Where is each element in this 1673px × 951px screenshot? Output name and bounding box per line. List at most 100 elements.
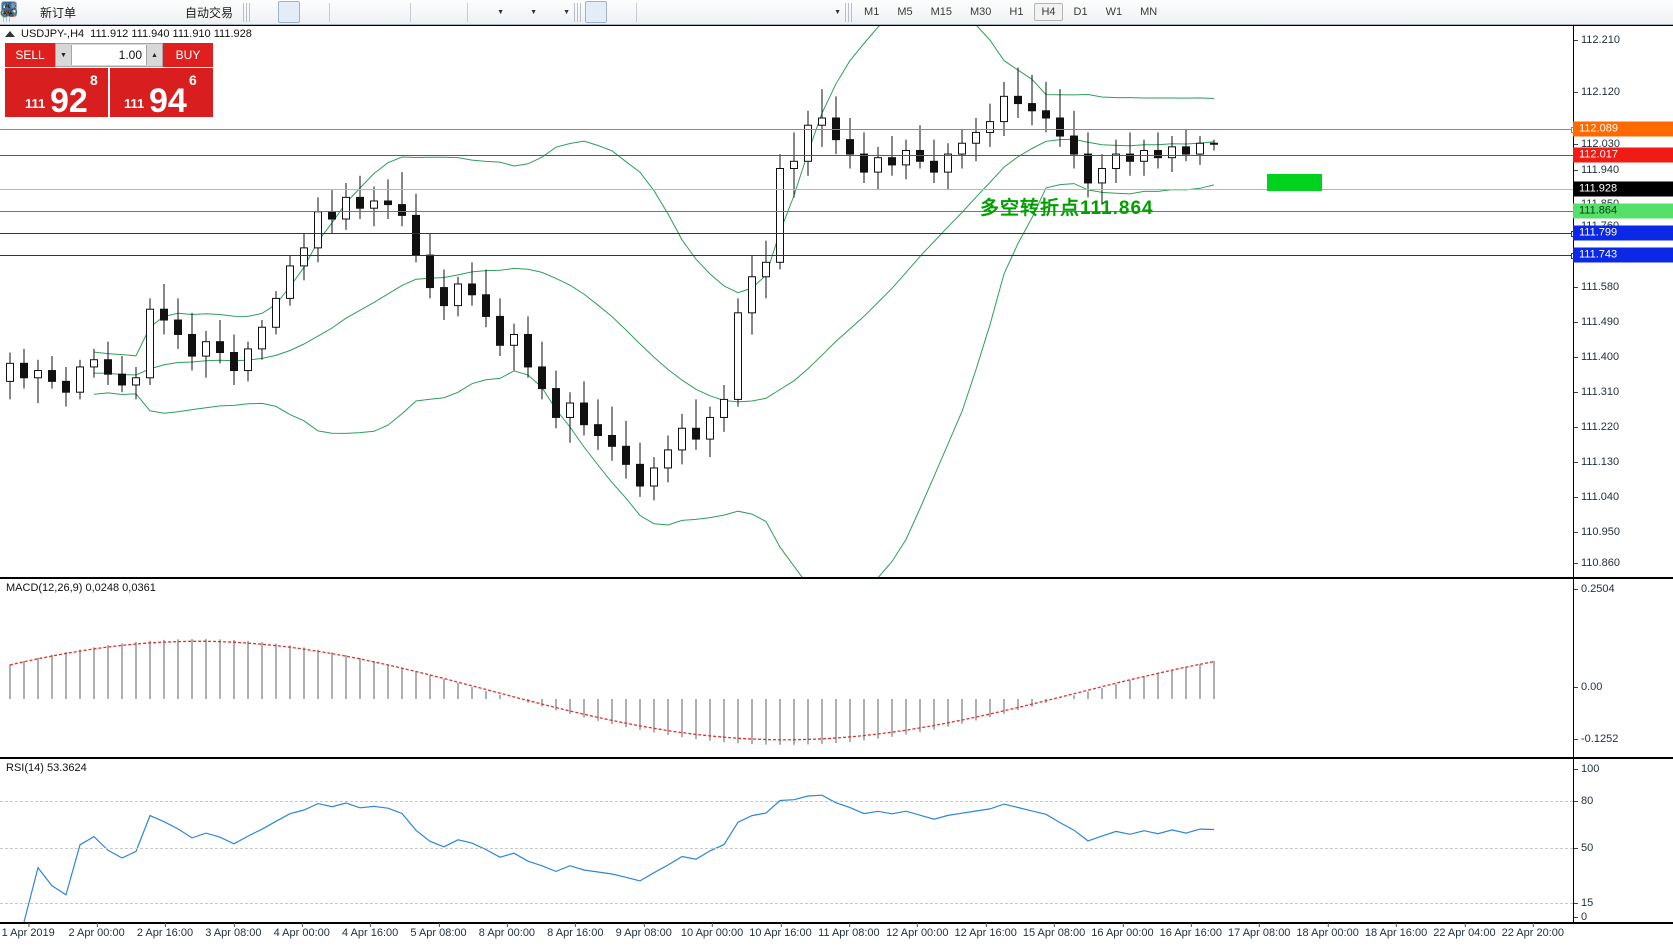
timeframe-m1[interactable]: M1 <box>864 6 880 18</box>
timeframe-h1[interactable]: H1 <box>1009 6 1024 18</box>
time-axis[interactable]: 1 Apr 2019 2 Apr 00:00 2 Apr 16:00 3 Apr 08… <box>0 923 1673 951</box>
x-tick: 22 Apr 20:00 <box>1501 923 1564 939</box>
indicators-dropdown-caret-icon[interactable]: ▼ <box>497 8 504 16</box>
x-tick: 18 Apr 00:00 <box>1296 923 1359 939</box>
resistance-line[interactable] <box>0 155 1573 156</box>
one-click-trading-panel[interactable]: SELL ▼ 1.00 ▲ BUY 111 92 8 111 94 6 <box>5 43 213 120</box>
price-pane[interactable]: 多空转折点111.864 112.210 112.120 112.030 111… <box>0 26 1673 578</box>
y-tick: -0.1252 <box>1574 733 1618 745</box>
caret-down-icon[interactable]: ▼ <box>60 51 67 59</box>
volume-input[interactable]: 1.00 <box>71 45 147 65</box>
price-plot-area[interactable]: 多空转折点111.864 <box>0 26 1573 577</box>
sell-price-prefix: 111 <box>25 96 46 111</box>
symbol-label: USDJPY-,H4 <box>21 28 85 40</box>
rsi-pane[interactable]: RSI(14) 53.3624 100 80 50 15 0 <box>0 758 1673 923</box>
candlestick-chart-icon[interactable] <box>3 1 301 23</box>
take-profit-price-label[interactable]: 112.089 <box>1573 121 1673 137</box>
timeframe-w1[interactable]: W1 <box>1105 6 1123 18</box>
templates-dropdown-caret-icon[interactable]: ▼ <box>563 8 570 16</box>
toolbar-grip-3[interactable] <box>574 2 582 22</box>
timeframe-m5[interactable]: M5 <box>897 6 913 18</box>
equidistant-channel-icon[interactable]: E <box>2 1 736 23</box>
autotrading-label: 自动交易 <box>185 5 234 20</box>
signals-icon[interactable] <box>2 1 157 23</box>
fibonacci-icon[interactable]: F <box>3 1 760 23</box>
rsi-y-axis[interactable]: 100 80 50 15 0 <box>1573 759 1673 923</box>
volume-stepper[interactable]: ▼ 1.00 ▲ <box>55 43 163 67</box>
objects-icon[interactable] <box>4 1 832 23</box>
timeframe-m15[interactable]: M15 <box>930 6 952 18</box>
toolbar-grip-4[interactable] <box>845 2 853 22</box>
stop-loss-line[interactable] <box>0 231 1573 237</box>
timeframe-d1[interactable]: D1 <box>1073 6 1088 18</box>
price-y-axis[interactable]: 112.210 112.120 112.030 111.940 111.850 … <box>1573 26 1673 577</box>
rsi-title: RSI(14) 53.3624 <box>6 762 87 774</box>
rsi-level-80 <box>0 801 1573 802</box>
objects-dropdown-caret-icon[interactable]: ▼ <box>834 8 841 16</box>
macd-y-axis[interactable]: 0.2504 0.00 -0.1252 <box>1573 579 1673 757</box>
x-tick: 5 Apr 08:00 <box>410 923 467 939</box>
entry-price-label[interactable]: 111.743 <box>1573 247 1673 263</box>
x-tick: 10 Apr 00:00 <box>680 923 744 939</box>
auto-scroll-icon[interactable] <box>2 1 438 23</box>
timeframe-m30[interactable]: M30 <box>970 6 992 18</box>
x-tick: 18 Apr 16:00 <box>1364 923 1428 939</box>
take-profit-line[interactable] <box>0 127 1573 133</box>
autotrading-icon[interactable] <box>1 1 181 23</box>
resistance-price-label[interactable]: 112.017 <box>1573 147 1673 163</box>
macd-pane[interactable]: MACD(12,26,9) 0,0248 0,0361 0.2504 0.00 … <box>0 578 1673 758</box>
crosshair-icon[interactable] <box>2 1 631 23</box>
buy-price-small: 6 <box>189 72 197 88</box>
sell-button[interactable]: SELL <box>5 43 55 67</box>
period-dropdown-caret-icon[interactable]: ▼ <box>530 8 537 16</box>
templates-icon[interactable] <box>1 1 561 23</box>
rsi-level-50 <box>0 848 1573 849</box>
minimize-icon[interactable] <box>3 1 1668 23</box>
y-tick: 0.00 <box>1574 681 1602 693</box>
x-tick: 1 Apr 2019 <box>1 923 55 939</box>
tile-windows-icon[interactable] <box>1 1 405 23</box>
timeframe-h4[interactable]: H4 <box>1034 3 1063 21</box>
period-icon[interactable] <box>1 1 528 23</box>
chart-window: 多空转折点111.864 112.210 112.120 112.030 111… <box>0 25 1673 951</box>
y-tick: 111.580 <box>1574 281 1619 293</box>
pivot-line[interactable] <box>0 211 1573 212</box>
pivot-annotation: 多空转折点111.864 <box>980 198 1154 219</box>
triangle-up-icon[interactable] <box>5 31 15 37</box>
entry-line[interactable] <box>0 253 1573 259</box>
macd-plot-area[interactable] <box>0 579 1573 757</box>
rsi-level-15 <box>0 903 1573 904</box>
sell-price-small: 8 <box>90 72 98 88</box>
rsi-plot-area[interactable] <box>0 759 1573 922</box>
caret-up-icon[interactable]: ▲ <box>151 51 158 59</box>
indicators-icon[interactable] <box>2 1 495 23</box>
text-label-icon[interactable]: A <box>4 1 784 23</box>
zoom-out-icon[interactable] <box>2 1 381 23</box>
buy-button[interactable]: BUY <box>163 43 213 67</box>
toolbar-grip-2[interactable] <box>243 2 251 22</box>
line-chart-icon[interactable] <box>1 1 324 23</box>
horizontal-line-icon[interactable] <box>3 1 688 23</box>
chart-shift-icon[interactable] <box>2 1 462 23</box>
data-window-icon[interactable] <box>2 1 133 23</box>
zoom-in-icon[interactable] <box>2 1 357 23</box>
timeframe-mn[interactable]: MN <box>1140 6 1158 18</box>
buy-price-display[interactable]: 111 94 6 <box>110 68 213 120</box>
bid-line <box>0 189 1573 190</box>
x-tick: 16 Apr 16:00 <box>1159 923 1223 939</box>
y-tick: 111.400 <box>1574 351 1619 363</box>
x-tick: 10 Apr 16:00 <box>749 923 812 939</box>
pivot-price-label[interactable]: 111.864 <box>1573 203 1673 219</box>
sell-price-display[interactable]: 111 92 8 <box>5 68 108 120</box>
stop-loss-price-label[interactable]: 111.799 <box>1573 225 1673 241</box>
bar-chart-icon[interactable] <box>3 1 276 23</box>
expert-advisors-icon[interactable] <box>1 1 109 23</box>
y-tick: 111.040 <box>1574 491 1619 503</box>
sell-price-big: 92 <box>50 82 88 120</box>
macd-title: MACD(12,26,9) 0,0248 0,0361 <box>6 582 156 594</box>
cursor-icon[interactable] <box>5 1 608 23</box>
trend-line-icon[interactable] <box>3 1 712 23</box>
vertical-line-icon[interactable] <box>8 1 664 23</box>
search-icon[interactable] <box>1 1 1644 23</box>
text-box-icon[interactable]: T <box>2 1 808 23</box>
